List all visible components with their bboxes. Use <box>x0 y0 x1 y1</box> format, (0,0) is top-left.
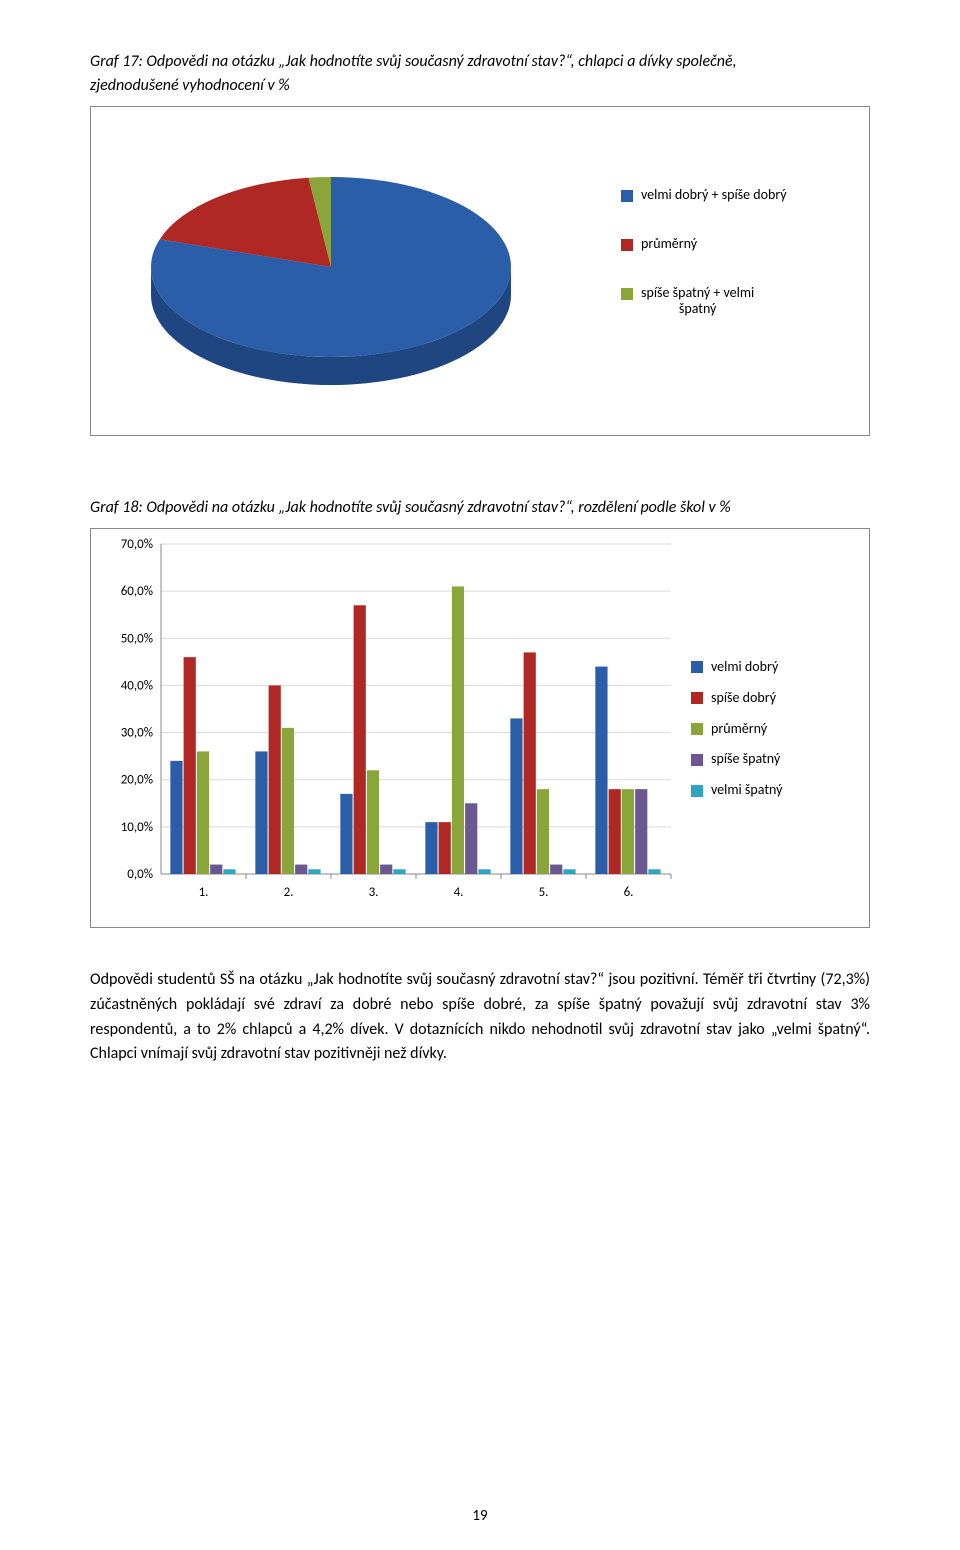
svg-text:10,0%: 10,0% <box>121 820 153 835</box>
svg-text:20,0%: 20,0% <box>121 773 153 788</box>
bar-legend: velmi dobrý spíše dobrý průměrný spíše špat… <box>691 659 782 813</box>
body-paragraph: Odpovědi studentů SŠ na otázku „Jak hodn… <box>90 968 870 1067</box>
legend-swatch <box>621 288 633 300</box>
bar-legend-item: spíše dobrý <box>691 690 782 707</box>
bar-chart-box: 0,0% 10,0% 20,0% 30,0% 40,0% 50,0% 60,0% 70,0% 1… <box>90 528 870 928</box>
svg-text:5.: 5. <box>539 885 549 900</box>
svg-text:4.: 4. <box>454 885 464 900</box>
legend-swatch <box>691 723 703 735</box>
caption-graf-18: Graf 18: Odpovědi na otázku „Jak hodnotí… <box>90 496 870 520</box>
legend-swatch <box>691 785 703 797</box>
svg-text:60,0%: 60,0% <box>121 584 153 599</box>
svg-text:30,0%: 30,0% <box>121 726 153 741</box>
bar-legend-item: průměrný <box>691 721 782 738</box>
caption-18-line1: Graf 18: Odpovědi na otázku „Jak hodnotí… <box>90 498 731 517</box>
legend-label: průměrný <box>641 236 697 253</box>
svg-text:1.: 1. <box>199 885 209 900</box>
svg-text:0,0%: 0,0% <box>127 867 153 882</box>
bar-legend-item: velmi špatný <box>691 782 782 799</box>
legend-swatch <box>691 692 703 704</box>
caption-17-line2: zjednodušené vyhodnocení v % <box>90 76 290 95</box>
svg-text:6.: 6. <box>624 885 634 900</box>
legend-swatch <box>691 754 703 766</box>
legend-swatch <box>621 190 633 202</box>
pie-legend: velmi dobrý + spíše dobrý průměrný spíše š… <box>621 187 787 350</box>
svg-text:70,0%: 70,0% <box>121 537 153 552</box>
caption-graf-17: Graf 17: Odpovědi na otázku „Jak hodnotí… <box>90 50 870 98</box>
legend-label: velmi špatný <box>711 782 782 799</box>
svg-text:2.: 2. <box>284 885 294 900</box>
caption-17-line1: Graf 17: Odpovědi na otázku „Jak hodnotí… <box>90 52 737 71</box>
legend-label: průměrný <box>711 721 767 738</box>
legend-swatch <box>621 239 633 251</box>
svg-text:40,0%: 40,0% <box>121 678 153 693</box>
pie-legend-item: velmi dobrý + spíše dobrý <box>621 187 787 204</box>
legend-label: velmi dobrý + spíše dobrý <box>641 187 787 204</box>
legend-label: velmi dobrý <box>711 659 778 676</box>
pie-legend-item: spíše špatný + velmišpatný <box>621 285 787 319</box>
legend-label: spíše špatný + velmišpatný <box>641 285 754 319</box>
page-number: 19 <box>0 1507 960 1525</box>
legend-label: spíše špatný <box>711 751 780 768</box>
legend-swatch <box>691 661 703 673</box>
pie-chart-box: velmi dobrý + spíše dobrý průměrný spíše š… <box>90 106 870 436</box>
pie-legend-item: průměrný <box>621 236 787 253</box>
svg-text:3.: 3. <box>369 885 379 900</box>
bar-legend-item: velmi dobrý <box>691 659 782 676</box>
svg-text:50,0%: 50,0% <box>121 631 153 646</box>
bar-legend-item: spíše špatný <box>691 751 782 768</box>
legend-label: spíše dobrý <box>711 690 776 707</box>
